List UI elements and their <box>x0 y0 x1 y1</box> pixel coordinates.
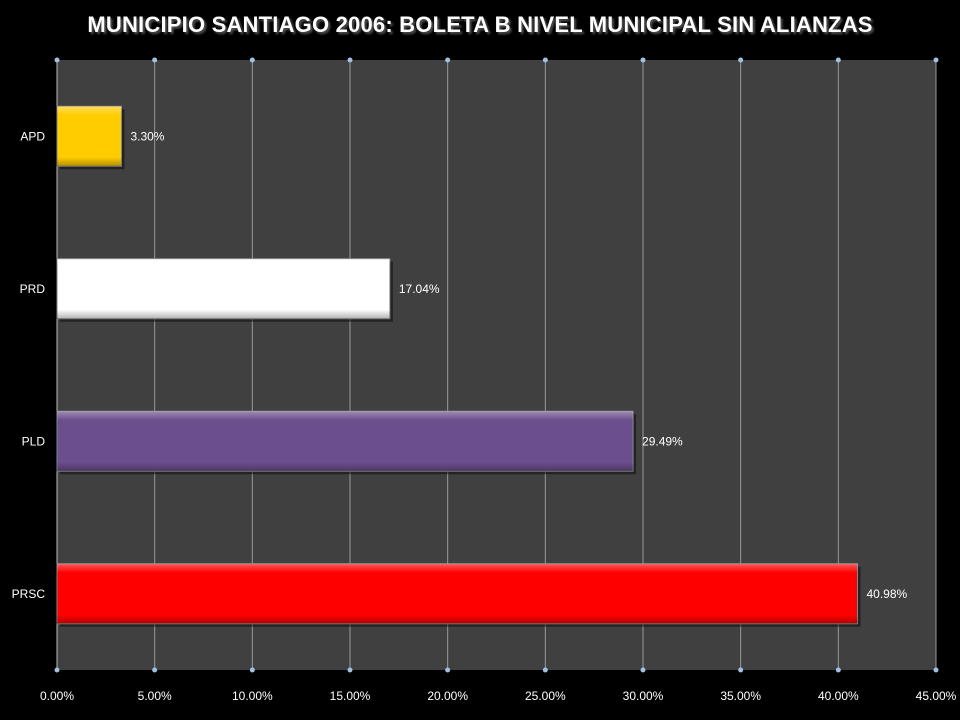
tick-marker-bottom <box>933 667 939 673</box>
x-tick-label: 45.00% <box>916 689 957 703</box>
category-label-pld: PLD <box>22 434 46 448</box>
tick-marker-bottom <box>640 667 646 673</box>
bar-highlight <box>57 563 858 624</box>
tick-marker-top <box>249 57 255 63</box>
x-axis-ticks: 0.00% 5.00% 10.00% 15.00% 20.00% 25.00% 30.00%… <box>40 689 957 703</box>
tick-marker-top <box>152 57 158 63</box>
tick-marker-bottom <box>347 667 353 673</box>
tick-marker-top <box>835 57 841 63</box>
tick-marker-bottom <box>249 667 255 673</box>
category-label-apd: APD <box>20 129 45 143</box>
data-label-prsc: 40.98% <box>866 587 907 601</box>
tick-marker-bottom <box>738 667 744 673</box>
bar-highlight <box>57 411 634 472</box>
tick-marker-top <box>640 57 646 63</box>
x-tick-label: 15.00% <box>330 689 371 703</box>
chart-title: MUNICIPIO SANTIAGO 2006: BOLETA B NIVEL … <box>87 12 873 37</box>
tick-marker-bottom <box>152 667 158 673</box>
x-tick-label: 25.00% <box>525 689 566 703</box>
x-tick-label: 0.00% <box>40 689 74 703</box>
bars <box>56 105 861 627</box>
tick-marker-bottom <box>542 667 548 673</box>
tick-marker-bottom <box>835 667 841 673</box>
category-label-prd: PRD <box>20 282 46 296</box>
category-label-prsc: PRSC <box>12 587 46 601</box>
tick-marker-bottom <box>445 667 451 673</box>
x-tick-label: 20.00% <box>427 689 468 703</box>
tick-marker-top <box>445 57 451 63</box>
tick-marker-top <box>542 57 548 63</box>
tick-marker-top <box>738 57 744 63</box>
x-tick-label: 40.00% <box>818 689 859 703</box>
bar-highlight <box>57 106 122 167</box>
data-label-pld: 29.49% <box>642 434 683 448</box>
tick-marker-top <box>347 57 353 63</box>
bar-highlight <box>57 258 390 319</box>
x-tick-label: 10.00% <box>232 689 273 703</box>
x-tick-label: 35.00% <box>720 689 761 703</box>
labels: APD 3.30% PRD 17.04% PLD 29.49% PRSC 40.98% <box>12 129 908 601</box>
data-label-apd: 3.30% <box>130 129 164 143</box>
tick-marker-top <box>933 57 939 63</box>
data-label-prd: 17.04% <box>399 282 440 296</box>
x-tick-label: 30.00% <box>623 689 664 703</box>
x-tick-label: 5.00% <box>138 689 172 703</box>
